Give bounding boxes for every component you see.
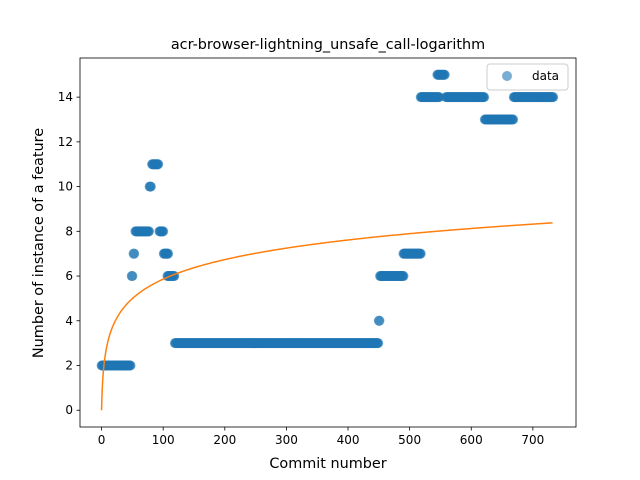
axes-frame (79, 57, 577, 428)
data-series (96, 69, 559, 371)
legend-marker-data (502, 71, 512, 81)
y-tick-label: 6 (65, 269, 73, 283)
data-point (398, 271, 409, 282)
data-point (129, 248, 140, 259)
data-point (373, 338, 384, 349)
data-point (439, 69, 450, 80)
data-point (158, 226, 169, 237)
x-tick-label: 600 (460, 433, 483, 447)
fit-line (100, 222, 553, 411)
x-axis-label: Commit number (269, 456, 386, 472)
data-point (145, 181, 156, 192)
y-tick-label: 2 (65, 359, 73, 373)
data-point (415, 248, 426, 259)
y-tick-label: 12 (58, 135, 73, 149)
data-point (125, 360, 136, 371)
x-tick-label: 400 (337, 433, 360, 447)
chart-title: acr-browser-lightning_unsafe_call-logari… (171, 37, 485, 53)
y-tick-label: 14 (58, 90, 73, 104)
data-point (374, 315, 385, 326)
data-point (163, 248, 174, 259)
x-tick-label: 700 (521, 433, 544, 447)
y-tick-label: 8 (65, 224, 73, 238)
data-point (479, 92, 490, 103)
y-tick-label: 10 (58, 180, 73, 194)
x-tick-label: 200 (213, 433, 236, 447)
legend-label-data: data (532, 69, 559, 83)
data-point (127, 271, 138, 282)
y-axis-label: Number of instance of a feature (31, 128, 47, 358)
x-tick-label: 300 (275, 433, 298, 447)
data-point (153, 159, 164, 170)
legend: data (486, 63, 569, 91)
legend-frame (486, 63, 569, 91)
data-point (508, 114, 519, 125)
x-tick-label: 500 (398, 433, 421, 447)
y-tick-label: 0 (65, 403, 73, 417)
x-tick-label: 0 (98, 433, 106, 447)
x-tick-label: 100 (152, 433, 175, 447)
y-tick-label: 4 (65, 314, 73, 328)
data-point (548, 92, 559, 103)
data-point (144, 226, 155, 237)
plot-area: 0 100 200 300 400 500 600 700 0 2 4 6 8 10 12 14 (58, 57, 577, 447)
